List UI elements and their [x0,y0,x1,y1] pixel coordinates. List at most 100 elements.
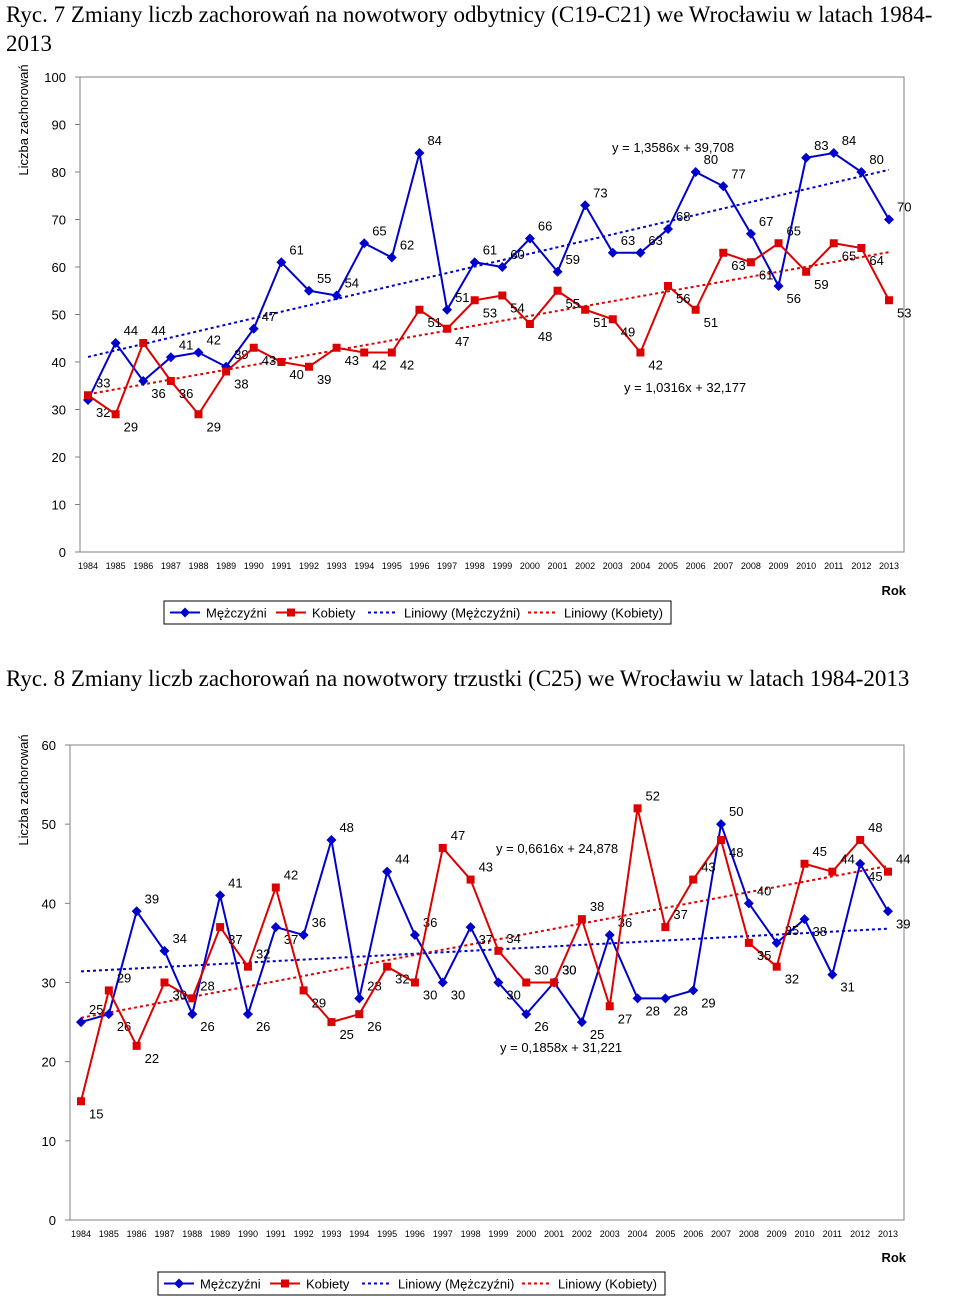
data-point-men [718,181,729,192]
data-label: 61 [483,242,497,257]
x-axis-label: Rok [881,583,906,598]
data-label: 32 [785,972,799,987]
data-label: 25 [590,1027,604,1042]
data-point-women [664,282,673,290]
data-point-women [802,267,811,276]
data-label: 47 [262,309,276,324]
data-label: 54 [345,276,359,291]
data-point-women [885,296,893,305]
data-label: 44 [896,852,910,867]
data-point-men [386,252,397,263]
data-point-men [524,233,535,244]
data-label: 49 [621,324,635,339]
x-tick-label: 2007 [711,1229,731,1239]
data-label: 38 [234,377,248,392]
data-point-men [465,922,476,933]
x-tick-label: 2010 [796,561,816,571]
data-label: 42 [284,868,298,883]
data-point-women [104,986,113,995]
data-label: 39 [317,372,331,387]
x-tick-label: 1997 [433,1229,453,1239]
data-point-men [827,969,838,980]
chart-title-pancreas: Ryc. 8 Zmiany liczb zachorowań na nowotw… [6,666,910,691]
data-point-women [332,343,341,352]
data-point-women [470,296,479,305]
data-point-men [828,148,839,158]
data-point-men [855,858,866,869]
plot-area [69,744,905,1221]
x-tick-label: 1985 [99,1229,119,1239]
data-point-women [691,305,700,314]
data-label: 68 [676,209,690,224]
data-label: 30 [562,963,576,978]
data-point-women [581,305,590,314]
data-label: 53 [897,305,911,320]
data-point-men [745,228,756,239]
data-point-men [635,247,646,258]
data-label: 29 [312,995,326,1010]
data-label: 29 [206,419,220,434]
data-label: 29 [701,995,715,1010]
data-label: 30 [451,988,465,1003]
x-tick-label: 1995 [382,561,402,571]
legend: Mężczyźni Kobiety Liniowy (Mężczyźni) Linio… [157,1271,666,1296]
legend-marker [174,1278,184,1289]
data-point-men [743,898,754,909]
data-label: 61 [759,267,773,282]
chart-rectum-cancer: 0 10 20 30 40 50 60 70 80 90 100 1984 1985 1986 1987 19… [16,64,911,625]
trend-equation: y = 0,6616x + 24,878 [496,841,618,856]
data-point-men [607,247,618,258]
data-label: 37 [228,932,242,947]
data-label: 44 [840,852,854,867]
data-point-men [552,266,563,277]
data-point-women [249,343,258,352]
legend-label: Liniowy (Mężczyźni) [398,1277,514,1292]
x-tick-label: 1992 [299,561,319,571]
data-point-women [194,410,203,419]
data-label: 22 [145,1051,159,1066]
y-tick-label: 20 [52,450,66,465]
x-tick-label: 1996 [409,561,429,571]
data-point-women [522,978,531,987]
data-label: 37 [479,932,493,947]
x-tick-label: 1988 [188,561,208,571]
data-label: 37 [673,907,687,922]
x-tick-label: 2001 [548,561,568,571]
y-tick-label: 50 [52,308,66,323]
trendline-women [80,864,889,1019]
data-point-men [76,1017,86,1028]
data-label: 59 [566,252,580,267]
data-label: 30 [172,988,186,1003]
data-point-men [576,1017,587,1028]
data-point-men [382,866,393,877]
data-point-men [442,304,453,315]
data-point-women [800,859,809,868]
x-tick-label: 2001 [544,1229,564,1239]
data-point-men [187,1009,198,1020]
data-point-men [884,214,894,225]
data-point-women [550,978,559,987]
x-tick-label: 2012 [850,1229,870,1239]
data-label: 32 [256,947,270,962]
data-point-men [331,290,342,301]
data-label: 84 [842,133,856,148]
data-label: 31 [840,980,854,995]
data-label: 65 [842,248,856,263]
data-point-men [276,257,287,268]
data-point-women [271,883,280,892]
data-point-women [355,1010,364,1019]
x-tick-label: 2004 [628,1229,648,1239]
x-tick-label: 2011 [823,1229,842,1239]
data-label: 29 [117,970,131,985]
data-point-women [387,348,396,357]
x-tick-label: 1987 [161,561,181,571]
data-label: 34 [506,931,520,946]
data-label: 44 [124,323,138,338]
data-label: 63 [621,233,635,248]
data-label: 45 [868,869,882,884]
data-label: 56 [676,291,690,306]
data-label: 36 [151,386,165,401]
y-tick-label: 60 [52,260,66,275]
legend: Mężczyźni Kobiety Liniowy (Mężczyźni) Linio… [163,600,672,625]
data-label: 51 [455,290,469,305]
